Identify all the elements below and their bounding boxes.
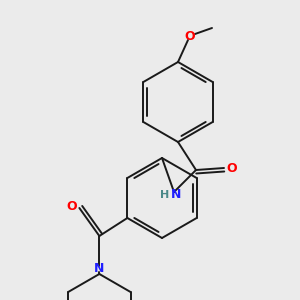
Text: O: O	[227, 161, 237, 175]
Text: O: O	[185, 29, 195, 43]
Text: O: O	[66, 200, 77, 212]
Text: N: N	[94, 262, 104, 275]
Text: H: H	[160, 190, 169, 200]
Text: N: N	[171, 188, 181, 202]
